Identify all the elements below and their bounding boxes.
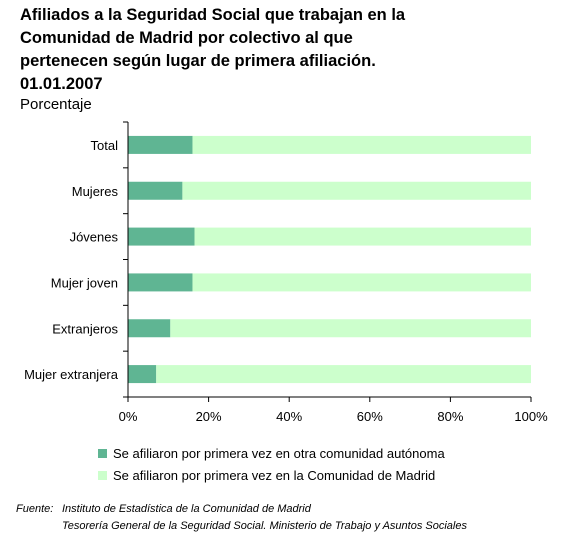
source-line: Tesorería General de la Seguridad Social… — [62, 520, 467, 532]
source-label: Fuente: — [16, 503, 54, 515]
bar-otra-comunidad — [128, 273, 193, 292]
x-tick-label: 20% — [196, 409, 222, 424]
bar-otra-comunidad — [128, 365, 157, 384]
legend-label: Se afiliaron por primera vez en otra com… — [113, 445, 445, 461]
chart-legend: Se afiliaron por primera vez en otra com… — [98, 442, 445, 486]
bar-otra-comunidad — [128, 319, 171, 338]
category-label: Total — [91, 138, 119, 153]
legend-label: Se afiliaron por primera vez en la Comun… — [113, 467, 436, 483]
legend-swatch-madrid — [98, 470, 107, 480]
category-label: Mujer joven — [51, 275, 118, 290]
legend-item: Se afiliaron por primera vez en otra com… — [98, 442, 445, 464]
chart-subtitle: Porcentaje — [20, 96, 92, 113]
x-tick-label: 40% — [276, 409, 302, 424]
bar-comunidad-madrid — [170, 319, 531, 338]
bar-chart: Total Mujeres Jóvenes Mujer joven Extranjero… — [24, 121, 548, 424]
chart-title-line: pertenecen según lugar de primera afilia… — [20, 52, 376, 70]
x-tick-label: 60% — [357, 409, 383, 424]
bar-otra-comunidad — [128, 227, 195, 246]
bar-otra-comunidad — [128, 135, 193, 154]
category-label: Mujeres — [72, 184, 119, 199]
chart-title-line: Afiliados a la Seguridad Social que trab… — [20, 6, 406, 24]
x-tick-label: 100% — [514, 409, 548, 424]
chart-title: Afiliados a la Seguridad Social que trab… — [20, 4, 560, 96]
legend-item: Se afiliaron por primera vez en la Comun… — [98, 464, 445, 486]
source-note: Fuente: Instituto de Estadística de la C… — [16, 501, 467, 535]
bar-otra-comunidad — [128, 181, 183, 200]
chart-title-line: Comunidad de Madrid por colectivo al que — [20, 29, 353, 47]
bar-comunidad-madrid — [192, 135, 532, 154]
bar-comunidad-madrid — [194, 227, 531, 246]
chart-title-line: 01.01.2007 — [20, 75, 103, 93]
category-label: Mujer extranjera — [24, 367, 119, 382]
category-label: Extranjeros — [52, 321, 118, 336]
category-label: Jóvenes — [70, 230, 119, 245]
source-line: Instituto de Estadística de la Comunidad… — [62, 503, 311, 515]
bar-comunidad-madrid — [182, 181, 531, 200]
x-tick-label: 0% — [119, 409, 138, 424]
bar-comunidad-madrid — [192, 273, 532, 292]
bar-comunidad-madrid — [156, 365, 531, 384]
legend-swatch-otra — [98, 448, 107, 458]
x-tick-label: 80% — [437, 409, 463, 424]
